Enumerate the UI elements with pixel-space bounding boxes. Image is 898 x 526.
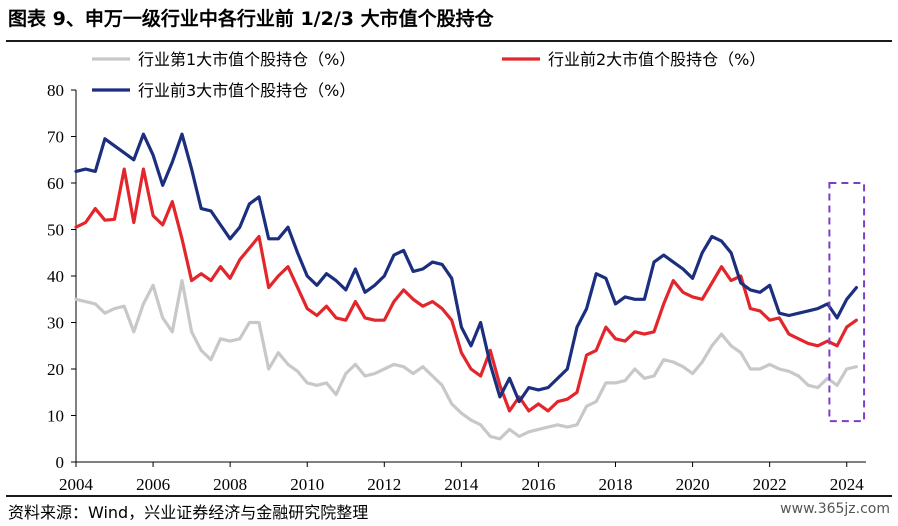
x-tick-label: 2010 <box>290 475 324 494</box>
y-tick-label: 30 <box>47 314 64 333</box>
chart-legend: 行业第1大市值个股持仓（%） 行业前2大市值个股持仓（%） 行业前3大市值个股持仓（… <box>92 50 765 100</box>
x-tick-label: 2008 <box>213 475 247 494</box>
y-tick-label: 50 <box>47 221 64 240</box>
legend-label-3: 行业前3大市值个股持仓（%） <box>138 81 355 100</box>
y-tick-label: 40 <box>47 267 64 286</box>
bottom-rule <box>6 495 892 497</box>
x-tick-label: 2016 <box>521 475 555 494</box>
legend-label-1: 行业第1大市值个股持仓（%） <box>138 50 355 69</box>
series-line-1 <box>74 279 859 441</box>
watermark: www.365jz.com <box>780 501 890 517</box>
legend-label-2: 行业前2大市值个股持仓（%） <box>548 50 765 69</box>
x-tick-label: 2004 <box>59 475 94 494</box>
x-tick-label: 2006 <box>136 475 170 494</box>
chart-title: 图表 9、申万一级行业中各行业前 1/2/3 大市值个股持仓 <box>8 8 494 30</box>
x-tick-label: 2022 <box>753 475 787 494</box>
highlight-box <box>828 182 866 423</box>
y-tick-label: 10 <box>47 407 64 426</box>
x-tick-label: 2024 <box>830 475 865 494</box>
source-note: 资料来源：Wind，兴业证券经济与金融研究院整理 <box>8 503 369 522</box>
y-tick-label: 20 <box>47 360 64 379</box>
chart-axes: 0 10 20 30 40 50 60 70 80 2004 2006 2008 2010 2012 201… <box>47 81 866 494</box>
x-tick-label: 2014 <box>444 475 479 494</box>
y-tick-label: 60 <box>47 174 64 193</box>
top-rule <box>6 40 892 42</box>
y-tick-label: 80 <box>47 81 64 100</box>
series-line-2 <box>74 167 859 413</box>
x-tick-label: 2012 <box>367 475 401 494</box>
series-line-3 <box>74 132 859 404</box>
x-tick-label: 2020 <box>676 475 710 494</box>
y-tick-label: 70 <box>47 128 64 147</box>
x-tick-label: 2018 <box>599 475 633 494</box>
chart-series <box>74 132 859 441</box>
y-tick-label: 0 <box>56 453 65 472</box>
line-chart: 0 10 20 30 40 50 60 70 80 2004 2006 2008 2010 2012 201… <box>47 50 866 494</box>
